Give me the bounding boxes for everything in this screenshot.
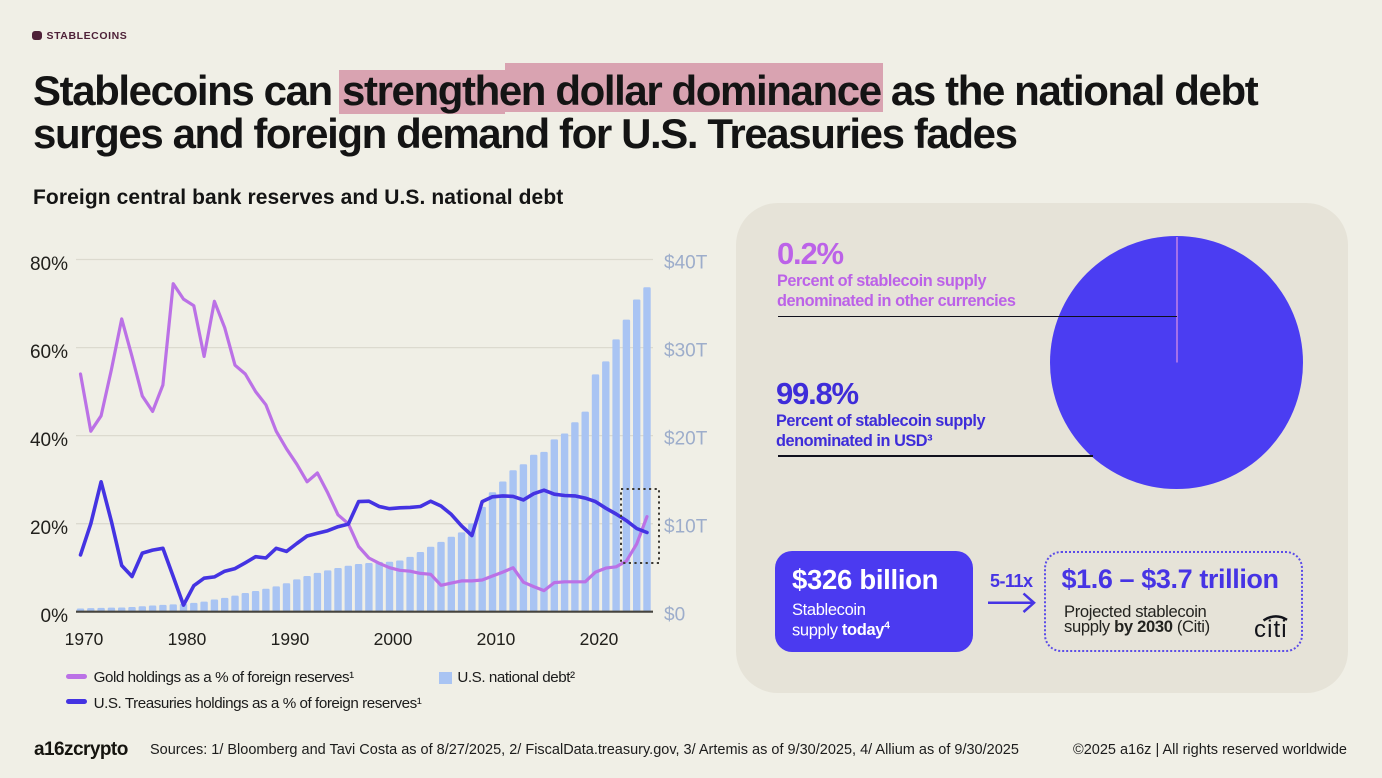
svg-text:20%: 20% <box>30 518 68 539</box>
svg-text:1970: 1970 <box>65 629 104 649</box>
svg-text:2020: 2020 <box>580 629 619 649</box>
svg-text:1980: 1980 <box>168 629 207 649</box>
svg-text:0%: 0% <box>41 606 69 627</box>
svg-text:60%: 60% <box>30 342 68 363</box>
svg-text:80%: 80% <box>30 254 68 275</box>
svg-text:2010: 2010 <box>477 629 516 649</box>
svg-text:citi: citi <box>1254 616 1288 640</box>
svg-text:1990: 1990 <box>271 629 310 649</box>
svg-text:$0: $0 <box>664 605 685 626</box>
svg-text:$30T: $30T <box>664 341 708 362</box>
svg-text:2000: 2000 <box>374 629 413 649</box>
svg-text:$10T: $10T <box>664 517 708 538</box>
svg-text:$40T: $40T <box>664 253 708 274</box>
svg-text:40%: 40% <box>30 430 68 451</box>
svg-text:$20T: $20T <box>664 429 708 450</box>
